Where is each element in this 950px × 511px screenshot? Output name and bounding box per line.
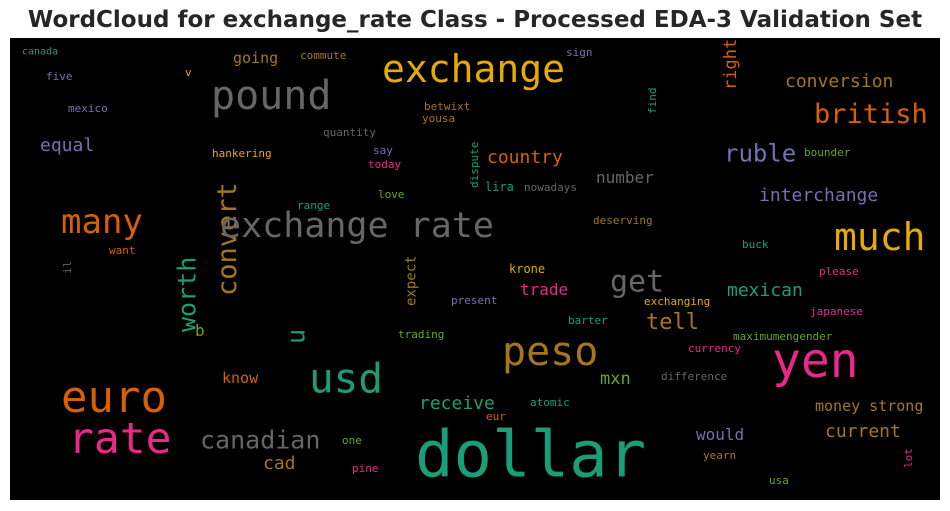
word-atomic: atomic <box>530 396 570 409</box>
word-today: today <box>368 158 401 171</box>
word-commute: commute <box>300 49 346 62</box>
word-money-strong: money strong <box>815 397 923 415</box>
word-cad: cad <box>263 453 296 474</box>
word-pine: pine <box>352 462 379 475</box>
word-peso: peso <box>502 329 598 375</box>
word-lot: lot <box>902 448 915 468</box>
word-cloud-canvas: canada five mexico going commute exchange sign… <box>10 38 940 500</box>
word-usa: usa <box>769 474 789 487</box>
word-one: one <box>342 434 362 447</box>
word-hankering: hankering <box>212 147 272 160</box>
word-many: many <box>61 202 143 242</box>
word-il: il <box>61 261 74 274</box>
word-b: b <box>195 321 205 340</box>
word-yousa: yousa <box>422 112 455 125</box>
word-current: current <box>825 421 901 442</box>
word-present: present <box>451 294 497 307</box>
word-canada: canada <box>22 46 58 57</box>
word-conversion: conversion <box>785 71 893 92</box>
word-exchange: exchange <box>382 47 565 91</box>
word-tell: tell <box>646 310 699 335</box>
word-lira: lira <box>485 180 514 194</box>
word-yearn: yearn <box>703 449 736 462</box>
word-usd: usd <box>309 354 383 402</box>
word-exchanging: exchanging <box>644 295 710 308</box>
word-sign: sign <box>566 46 593 59</box>
word-dispute: dispute <box>468 142 481 188</box>
word-deserving: deserving <box>593 214 653 227</box>
word-going: going <box>233 49 278 67</box>
word-canadian: canadian <box>200 425 320 454</box>
word-receive: receive <box>419 393 495 414</box>
word-right: right <box>721 39 741 90</box>
word-rate: rate <box>68 414 172 464</box>
word-british: british <box>814 99 928 130</box>
word-difference: difference <box>661 370 727 383</box>
word-u: u <box>281 329 310 344</box>
word-number: number <box>596 168 654 187</box>
word-quantity: quantity <box>323 126 376 139</box>
word-would: would <box>696 425 744 444</box>
word-mexico: mexico <box>68 102 108 115</box>
word-mxn: mxn <box>600 369 631 389</box>
word-dollar: dollar <box>415 418 646 492</box>
word-love: love <box>378 188 405 201</box>
word-trading: trading <box>398 328 444 341</box>
word-say: say <box>373 144 393 157</box>
word-ruble: ruble <box>724 140 796 168</box>
chart-title: WordCloud for exchange_rate Class - Proc… <box>0 5 950 35</box>
word-please: please <box>819 265 859 278</box>
word-japanese: japanese <box>810 305 863 318</box>
word-pound: pound <box>211 73 331 119</box>
word-yen: yen <box>772 333 859 389</box>
word-find: find <box>646 88 659 115</box>
word-krone: krone <box>509 262 545 276</box>
word-know: know <box>222 369 259 387</box>
word-equal: equal <box>40 135 94 156</box>
word-five: five <box>46 70 73 83</box>
word-currency: currency <box>688 342 741 355</box>
word-bounder: bounder <box>804 146 851 159</box>
word-v: v <box>185 66 192 79</box>
word-trade: trade <box>520 280 568 299</box>
word-interchange: interchange <box>759 185 878 206</box>
word-much: much <box>834 215 926 259</box>
word-nowadays: nowadays <box>524 181 577 194</box>
word-country: country <box>487 147 563 168</box>
word-buck: buck <box>742 238 769 251</box>
word-barter: barter <box>568 314 608 327</box>
word-want: want <box>109 244 136 257</box>
word-mexican: mexican <box>727 280 803 301</box>
word-expect: expect <box>404 255 420 306</box>
word-exchange-rate: exchange rate <box>220 206 494 246</box>
word-cloud: canada five mexico going commute exchange sign… <box>10 38 940 500</box>
